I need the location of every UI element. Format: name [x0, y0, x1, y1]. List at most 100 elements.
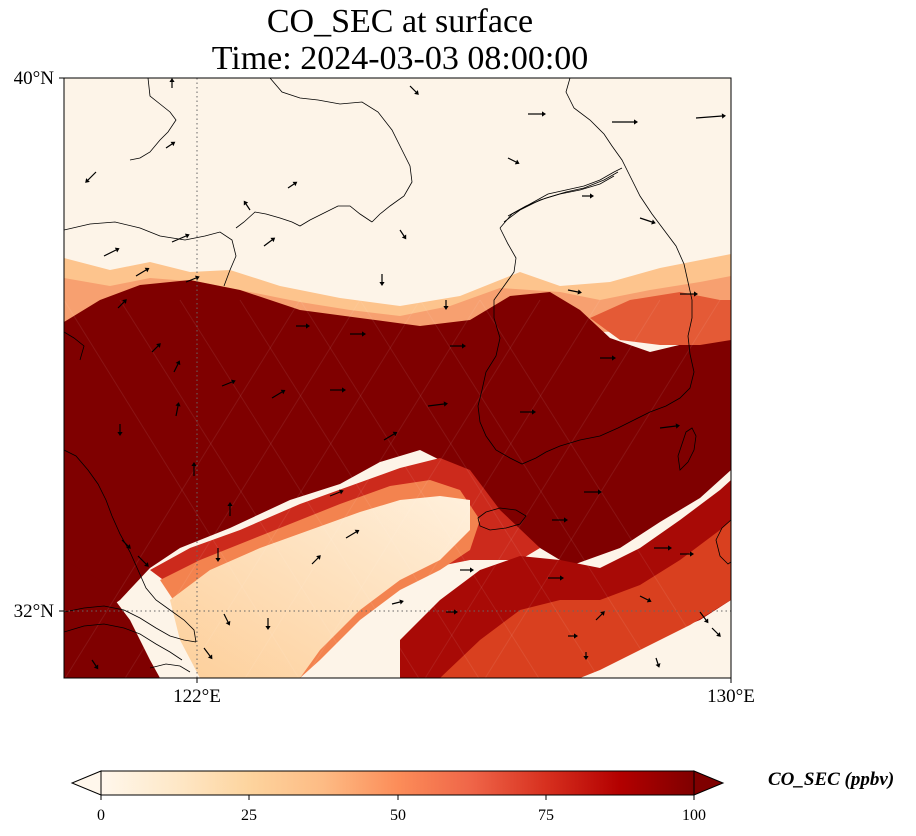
wind-arrow-shaft — [271, 391, 283, 399]
colorbar-extend-high — [693, 770, 725, 796]
wind-arrow-shaft — [409, 85, 417, 93]
wind-arrow-shaft — [655, 657, 659, 665]
wind-arrow-shaft — [223, 613, 229, 623]
wind-arrow-shaft — [245, 203, 251, 211]
wind-arrow-head — [668, 545, 672, 551]
colorbar-tick-75: 75 — [538, 807, 554, 824]
wind-arrow-head — [716, 632, 721, 637]
wind-arrow-head — [401, 234, 407, 240]
wind-arrow-head — [280, 389, 286, 395]
wind-arrow-head — [175, 402, 181, 407]
wind-arrow-head — [655, 663, 661, 668]
wind-arrow-head — [443, 306, 449, 310]
wind-arrow-head — [634, 119, 638, 125]
wind-arrow-shaft — [711, 627, 719, 635]
plot-title-line2: Time: 2024-03-03 08:00:00 — [211, 40, 589, 77]
wind-arrow-head — [454, 609, 458, 615]
wind-arrow-shaft — [91, 659, 97, 667]
wind-arrow-shaft — [391, 601, 401, 605]
colorbar-extend-low — [70, 770, 102, 796]
wind-arrow-head — [265, 626, 271, 630]
wind-arrow-head — [144, 267, 150, 273]
wind-arrow-shaft — [507, 157, 517, 163]
wind-arrow-head — [243, 200, 249, 206]
wind-arrow-head — [316, 555, 321, 560]
wind-arrow-shaft — [699, 611, 707, 621]
wind-arrow-head — [354, 529, 360, 535]
colorbar-tick-100: 100 — [682, 807, 706, 824]
colorbar-gradient — [100, 770, 695, 796]
wind-arrow-head — [191, 462, 197, 466]
wind-arrow-shaft — [185, 277, 197, 283]
wind-arrow-head — [514, 159, 520, 165]
wind-arrow-head — [703, 618, 709, 624]
colorbar-tick-0: 0 — [97, 807, 105, 824]
wind-arrow-head — [306, 323, 310, 329]
wind-arrow-head — [184, 233, 190, 239]
wind-arrow-head — [598, 489, 602, 495]
wind-arrow-head — [564, 517, 568, 523]
wind-arrow-head — [646, 597, 652, 603]
plot-title-line1: CO_SEC at surface — [266, 3, 534, 40]
wind-arrow-shaft — [311, 557, 319, 565]
wind-arrow-head — [590, 193, 594, 199]
wind-arrow-shaft — [137, 555, 147, 565]
wind-arrow-shaft — [173, 363, 179, 373]
wind-arrow-head — [207, 654, 213, 660]
wind-arrow-head — [144, 562, 149, 567]
wind-arrow-shaft — [567, 289, 579, 293]
coastlines — [64, 78, 731, 673]
wind-arrow-head — [225, 620, 231, 626]
wind-arrow-head — [399, 599, 404, 605]
concentration-field — [64, 78, 731, 678]
wind-arrow-head — [227, 502, 233, 506]
lat-tick-32: 32°N — [14, 601, 55, 622]
wind-arrow-head — [175, 360, 181, 366]
wind-arrow-head — [195, 275, 200, 281]
wind-arrow-head — [270, 237, 276, 243]
wind-arrow-shaft — [399, 229, 405, 237]
wind-arrow-head — [231, 379, 236, 385]
wind-arrow-head — [577, 289, 582, 295]
wind-arrow-head — [339, 489, 344, 495]
wind-arrow-head — [392, 431, 398, 437]
wind-arrow-head — [85, 178, 90, 183]
wind-arrow-head — [694, 291, 698, 297]
wind-arrow-head — [542, 111, 546, 117]
wind-arrow-head — [612, 355, 616, 361]
wind-arrow-head — [560, 575, 564, 581]
wind-arrow-head — [733, 204, 738, 208]
wind-arrow-head — [215, 558, 221, 562]
map-frame — [63, 77, 732, 679]
wind-arrow-shaft — [203, 647, 211, 657]
wind-arrow-shaft — [87, 171, 97, 181]
wind-arrow-shaft — [639, 595, 649, 601]
wind-arrow-shaft — [121, 539, 129, 547]
wind-arrow-head — [690, 551, 694, 557]
wind-arrow-shaft — [287, 183, 295, 189]
wind-arrow-shaft — [263, 239, 273, 247]
lon-tick-122: 122°E — [173, 686, 221, 707]
wind-arrow-head — [600, 611, 605, 616]
wind-arrow-shaft — [659, 425, 677, 429]
wind-arrow-head — [170, 141, 176, 147]
lon-tick-130: 130°E — [707, 686, 755, 707]
wind-arrow-shaft — [221, 381, 233, 387]
wind-arrow-shaft — [427, 403, 445, 407]
wind-arrow-shaft — [171, 235, 187, 243]
wind-arrow-shaft — [329, 491, 341, 497]
wind-arrow-shaft — [595, 613, 603, 621]
wind-arrow-shaft — [151, 345, 159, 353]
wind-arrow-shaft — [345, 531, 357, 539]
wind-arrow-shaft — [165, 143, 173, 149]
wind-arrow-head — [93, 664, 99, 670]
gridlines — [64, 78, 731, 678]
wind-arrow-head — [126, 544, 131, 549]
wind-arrow-head — [156, 343, 161, 348]
wind-arrow-shaft — [695, 115, 723, 119]
wind-arrow-head — [443, 401, 448, 407]
colorbar-label: CO_SEC (ppbv) — [768, 769, 895, 790]
wind-arrow-shaft — [135, 269, 147, 277]
lat-tick-40: 40°N — [14, 68, 55, 89]
